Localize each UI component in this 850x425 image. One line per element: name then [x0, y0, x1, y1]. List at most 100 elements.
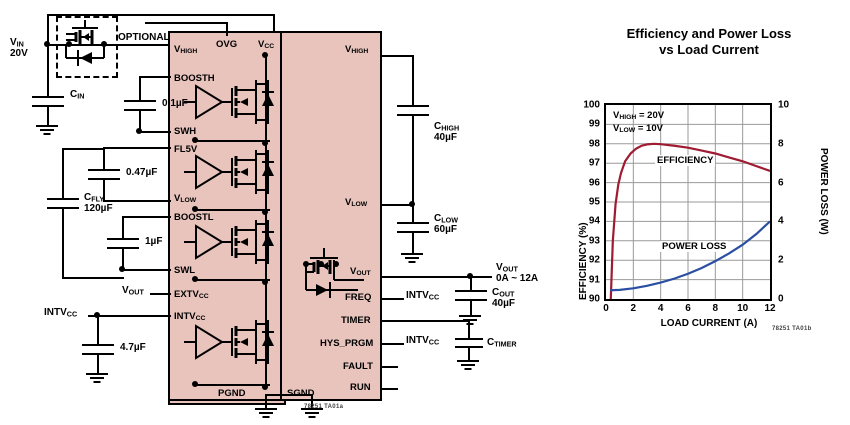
pin-intvcc: INTVCC: [174, 311, 206, 323]
chart-yaxis-left-label: EFFICIENCY (%): [578, 222, 589, 300]
label-c-boostl: 1µF: [145, 236, 163, 247]
pin-freq: FREQ: [345, 292, 372, 303]
label-intvcc-freq: INTVCC: [406, 290, 440, 302]
node-swl-amp: [192, 276, 198, 282]
pin-vhigh-left: VHIGH: [174, 44, 198, 56]
wire-hys: [382, 343, 404, 345]
optional-mosfet-symbol: [65, 20, 105, 66]
wire-timer: [382, 320, 470, 322]
chart-title-line1: Efficiency and Power Loss: [626, 26, 792, 41]
wire-cfly-bottom: [62, 207, 64, 279]
label-vout-left: VOUT: [122, 285, 144, 297]
chart-title-line2: vs Load Current: [659, 42, 759, 58]
ytick-left-100: 100: [583, 99, 600, 111]
pin-vlow-right: VLOW: [345, 197, 368, 209]
ytick-left-90: 90: [588, 293, 600, 305]
wire-cboostl-to-swl: [122, 269, 171, 271]
wire-cfl5v-to-fl5v: [103, 147, 171, 149]
wire-sgnd-down: [311, 394, 313, 408]
wire-vcc-up: [273, 14, 275, 32]
wire-vin-top-rail: [47, 14, 275, 16]
pin-run: RUN: [350, 382, 371, 393]
wire-fault: [382, 366, 398, 368]
ground-clow: [401, 253, 423, 265]
node-swh-bus: [262, 140, 268, 146]
ytick-left-95: 95: [588, 196, 600, 208]
annotation-vlow: VLOW = 10V: [613, 123, 663, 135]
pin-swh: SWH: [174, 126, 197, 137]
pin-vout: VOUT: [350, 266, 371, 278]
label-ctimer: CTIMER: [487, 337, 517, 349]
wire-cin-bottom: [47, 105, 49, 125]
pin-boostl: BOOSTL: [174, 212, 214, 223]
wire-cboosth-top: [139, 76, 141, 100]
tap-vlow: [195, 209, 270, 211]
node-opt-right: [101, 41, 107, 47]
wire-cfl5v-bottom: [103, 178, 105, 202]
tap-pgnd: [195, 384, 270, 386]
label-intvcc-hys: INTVCC: [406, 335, 440, 347]
pin-vlow-left: VLOW: [174, 193, 197, 205]
wire-run: [382, 388, 398, 390]
xtick-12: 12: [764, 303, 776, 314]
ytick-right-0: 0: [778, 293, 784, 305]
label-intvcc-left: INTVCC: [44, 307, 78, 319]
wire-cfly-to-swl: [62, 277, 124, 279]
chart-ref-note: 78251 TA01b: [772, 326, 812, 332]
label-cout: COUT 40µF: [492, 287, 515, 309]
annotation-vhigh: VHIGH = 20V: [613, 110, 665, 122]
xtick-8: 8: [712, 303, 719, 314]
node-pgnd-amp: [192, 381, 198, 387]
wire-vhigh-right: [382, 55, 414, 57]
ic-right-column: [282, 31, 382, 401]
ytick-right-10: 10: [778, 99, 790, 111]
pin-vhigh-right: VHIGH: [345, 44, 369, 56]
wire-vout-rail: [382, 276, 492, 278]
wire-cboosth-bottom: [139, 109, 141, 133]
xtick-2: 2: [630, 303, 637, 314]
ground-cout: [459, 315, 481, 327]
node-vcc: [262, 52, 268, 58]
pin-swl: SWL: [174, 265, 196, 276]
tap-swh: [195, 140, 270, 142]
pin-boosth: BOOSTH: [174, 73, 215, 84]
ytick-right-4: 4: [778, 215, 784, 227]
label-cin: CIN: [70, 89, 85, 101]
wire-cboostl-bottom: [122, 247, 124, 271]
wire-cintvcc-top: [97, 315, 99, 344]
wire-chigh-bottom: [412, 114, 414, 222]
node-swh-ext: [136, 128, 142, 134]
wire-vin-to-optional: [47, 44, 147, 46]
ytick-left-94: 94: [588, 215, 600, 227]
curve-power-loss: [610, 220, 770, 292]
pin-extvcc: EXTVCC: [174, 289, 209, 301]
node-opt-left: [66, 41, 72, 47]
label-power-loss-curve: POWER LOSS: [660, 241, 729, 252]
chart-yaxis-right-label: POWER LOSS (W): [818, 148, 829, 235]
node-swl-bus: [262, 279, 268, 285]
pin-pgnd: PGND: [218, 388, 246, 399]
node-vout-fet-a: [303, 261, 309, 267]
wire-cboostl-to-boostl: [122, 216, 171, 218]
ytick-right-8: 8: [778, 138, 784, 150]
xtick-6: 6: [685, 303, 691, 314]
tap-swl: [195, 279, 270, 281]
wire-cin-top: [47, 44, 49, 96]
label-c-boosth: 0.1µF: [162, 98, 188, 109]
wire-ovg-left: [145, 22, 228, 24]
node-vlow-bus: [262, 209, 268, 215]
label-c-fl5v: 0.47µF: [126, 167, 158, 178]
wire-cfl5v-top: [103, 147, 105, 169]
label-cfly: CFLY 120µF: [84, 192, 113, 214]
node-vlow-right: [409, 201, 415, 207]
ytick-left-98: 98: [588, 138, 600, 150]
wire-cboosth-to-swh: [139, 131, 171, 133]
ground-sgnd: [301, 408, 323, 420]
node-vout-fet-b: [318, 261, 324, 267]
wire-clow-bottom: [412, 231, 414, 253]
wire-pgnd-sgnd: [265, 394, 313, 396]
ground-cin: [36, 125, 58, 137]
label-chigh: CHIGH 40µF: [434, 121, 460, 143]
pin-sgnd: SGND: [287, 388, 314, 399]
